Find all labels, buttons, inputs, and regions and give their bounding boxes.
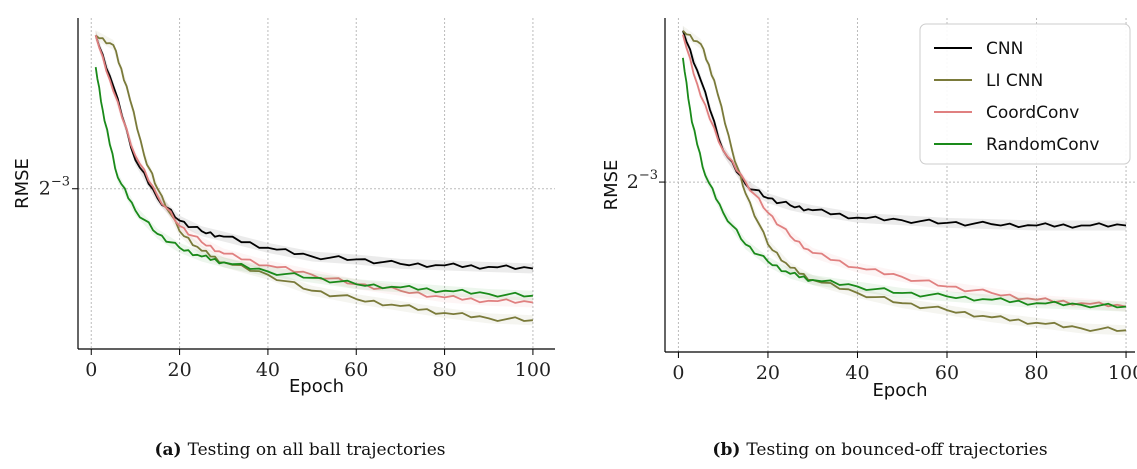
legend-box [919, 23, 1131, 165]
legend: CNN LI CNN CoordConv RandomConv [919, 23, 1131, 165]
x-axis-label: Epoch [289, 376, 344, 397]
legend-label: LI CNN [986, 71, 1043, 91]
y-tick-base: 2 [627, 171, 639, 193]
series-line-coordconv [94, 35, 534, 304]
x-tick-label: 0 [85, 359, 97, 381]
y-axis-label: RMSE [601, 160, 622, 211]
caption-label: (b) [712, 440, 740, 460]
figure-caption: (a) Testing on all ball trajectories [154, 440, 445, 460]
chart-panel-a: 0 20 40 60 80 100 2−3 Epoch RMSE (a) Testing on al… [12, 18, 555, 460]
y-tick-exponent: −3 [51, 175, 70, 190]
series-band-coordconv [682, 29, 1127, 312]
legend-label: CoordConv [986, 103, 1079, 123]
series-line-coordconv [682, 34, 1127, 308]
legend-label: CNN [986, 39, 1023, 59]
caption-text: Testing on bounced-off trajectories [746, 440, 1047, 460]
x-tick-label: 20 [167, 359, 191, 381]
x-tick-label: 100 [515, 359, 551, 381]
x-tick-label: 60 [935, 362, 959, 384]
figure-caption: (b) Testing on bounced-off trajectories [712, 440, 1047, 460]
series-line-randomconv [94, 66, 533, 298]
y-axis-label: RMSE [12, 158, 33, 209]
x-tick-label: 80 [432, 359, 456, 381]
x-tick-label: 80 [1024, 362, 1048, 384]
x-tick-label: 20 [756, 362, 780, 384]
x-axis-label: Epoch [872, 380, 927, 401]
x-tick-label: 40 [256, 359, 280, 381]
y-tick-label: 2−3 [627, 168, 658, 193]
series-line-cnn [94, 35, 534, 270]
x-tick-label: 0 [672, 362, 684, 384]
y-tick-exponent: −3 [639, 168, 658, 183]
caption-text: Testing on all ball trajectories [188, 440, 446, 460]
caption-label: (a) [154, 440, 181, 460]
x-tick-label: 60 [344, 359, 368, 381]
x-tick-label: 100 [1108, 362, 1137, 384]
x-tick-label: 40 [845, 362, 869, 384]
series-line-randomconv [682, 57, 1127, 309]
legend-label: RandomConv [986, 135, 1100, 155]
y-tick-base: 2 [39, 178, 51, 200]
chart-panel-b: 0 20 40 60 80 100 2−3 Epoch RMSE (b) Testing on bo… [601, 18, 1137, 460]
y-tick-label: 2−3 [39, 175, 70, 200]
